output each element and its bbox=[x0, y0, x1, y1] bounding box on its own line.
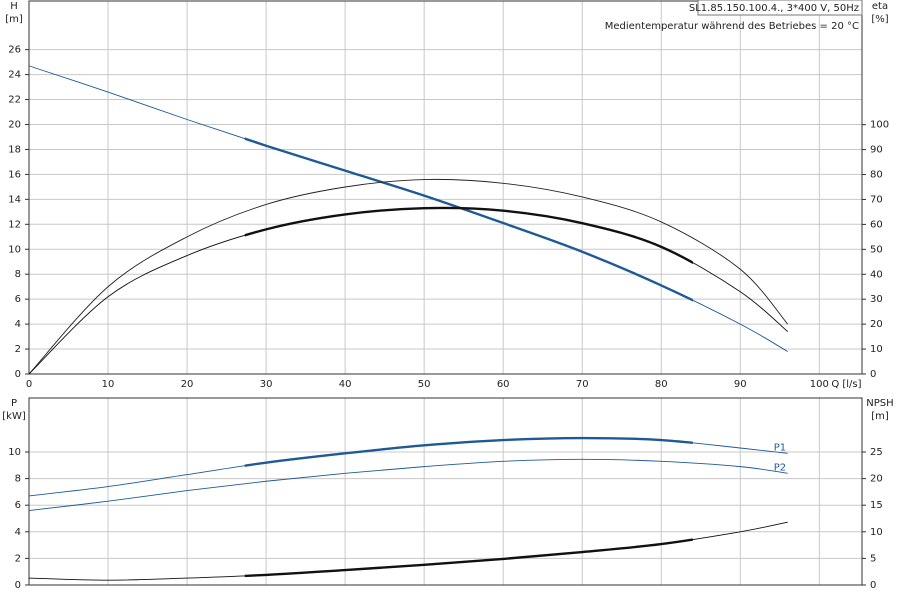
y-tick-label: 10 bbox=[8, 447, 21, 458]
y2-tick-label: 15 bbox=[870, 500, 883, 511]
x-tick-label: 0 bbox=[26, 379, 32, 390]
y2-tick-label: 5 bbox=[870, 553, 876, 564]
y2-axis-unit: [m] bbox=[871, 411, 889, 422]
y-tick-label: 8 bbox=[15, 269, 21, 280]
curve-duty bbox=[244, 137, 693, 302]
y2-tick-label: 0 bbox=[870, 369, 876, 380]
y2-tick-label: 50 bbox=[870, 244, 883, 255]
chart-title: SL1.85.150.100.4., 3*400 V, 50Hz bbox=[689, 3, 859, 14]
y-tick-label: 24 bbox=[8, 70, 21, 81]
curve bbox=[28, 521, 788, 581]
curve-duty bbox=[244, 538, 693, 578]
y2-axis-label: eta bbox=[872, 1, 888, 12]
plot-frame bbox=[28, 397, 863, 586]
y-tick-label: 0 bbox=[15, 369, 21, 380]
y-axis-label: P bbox=[11, 398, 17, 409]
y-tick-label: 6 bbox=[15, 294, 21, 305]
y-axis-unit: [m] bbox=[5, 14, 23, 25]
y-tick-label: 6 bbox=[15, 500, 21, 511]
x-tick-label: 60 bbox=[497, 379, 510, 390]
y-tick-label: 4 bbox=[15, 319, 21, 330]
curve bbox=[28, 178, 789, 375]
curve-duty bbox=[244, 436, 693, 467]
plot-frame bbox=[28, 0, 863, 375]
y2-tick-label: 20 bbox=[870, 319, 883, 330]
y2-tick-label: 10 bbox=[870, 344, 883, 355]
y2-tick-label: 40 bbox=[870, 269, 883, 280]
y-tick-label: 8 bbox=[15, 474, 21, 485]
x-tick-label: 90 bbox=[734, 379, 747, 390]
y-tick-label: 12 bbox=[8, 219, 21, 230]
x-tick-label: 10 bbox=[102, 379, 115, 390]
y-tick-label: 18 bbox=[8, 144, 21, 155]
y2-tick-label: 20 bbox=[870, 474, 883, 485]
y2-tick-label: 60 bbox=[870, 219, 883, 230]
y2-tick-label: 100 bbox=[870, 120, 889, 131]
y-tick-label: 10 bbox=[8, 244, 21, 255]
y-tick-label: 4 bbox=[15, 527, 21, 538]
y-tick-label: 0 bbox=[15, 580, 21, 591]
y2-axis-label: NPSH bbox=[866, 398, 893, 409]
y-tick-label: 22 bbox=[8, 95, 21, 106]
y-tick-label: 14 bbox=[8, 194, 21, 205]
y2-tick-label: 80 bbox=[870, 170, 883, 181]
x-tick-label: 40 bbox=[339, 379, 352, 390]
chart-subtitle: Medientemperatur während des Betriebes =… bbox=[605, 21, 859, 32]
series-label: P1 bbox=[774, 442, 786, 453]
y-tick-label: 20 bbox=[8, 120, 21, 131]
y2-tick-label: 0 bbox=[870, 580, 876, 591]
y-tick-label: 2 bbox=[15, 553, 21, 564]
curve-duty bbox=[244, 206, 693, 265]
y-axis-label: H bbox=[10, 1, 18, 12]
y2-tick-label: 70 bbox=[870, 194, 883, 205]
x-tick-label: 30 bbox=[260, 379, 273, 390]
y-axis-unit: [kW] bbox=[2, 411, 26, 422]
x-axis-label: Q [l/s] bbox=[831, 379, 861, 390]
title-box bbox=[697, 0, 863, 16]
y-tick-label: 16 bbox=[8, 169, 21, 180]
y2-tick-label: 90 bbox=[870, 145, 883, 156]
y2-axis-unit: [%] bbox=[871, 14, 888, 25]
x-tick-label: 50 bbox=[418, 379, 431, 390]
curve bbox=[28, 458, 788, 511]
x-tick-label: 20 bbox=[181, 379, 194, 390]
y2-tick-label: 10 bbox=[870, 527, 883, 538]
x-tick-label: 100 bbox=[810, 379, 829, 390]
y-tick-label: 2 bbox=[15, 344, 21, 355]
x-tick-label: 70 bbox=[576, 379, 589, 390]
y2-tick-label: 25 bbox=[870, 447, 883, 458]
y-tick-label: 26 bbox=[8, 45, 21, 56]
x-tick-label: 80 bbox=[655, 379, 668, 390]
series-label: P2 bbox=[774, 462, 786, 473]
y2-tick-label: 30 bbox=[870, 294, 883, 305]
